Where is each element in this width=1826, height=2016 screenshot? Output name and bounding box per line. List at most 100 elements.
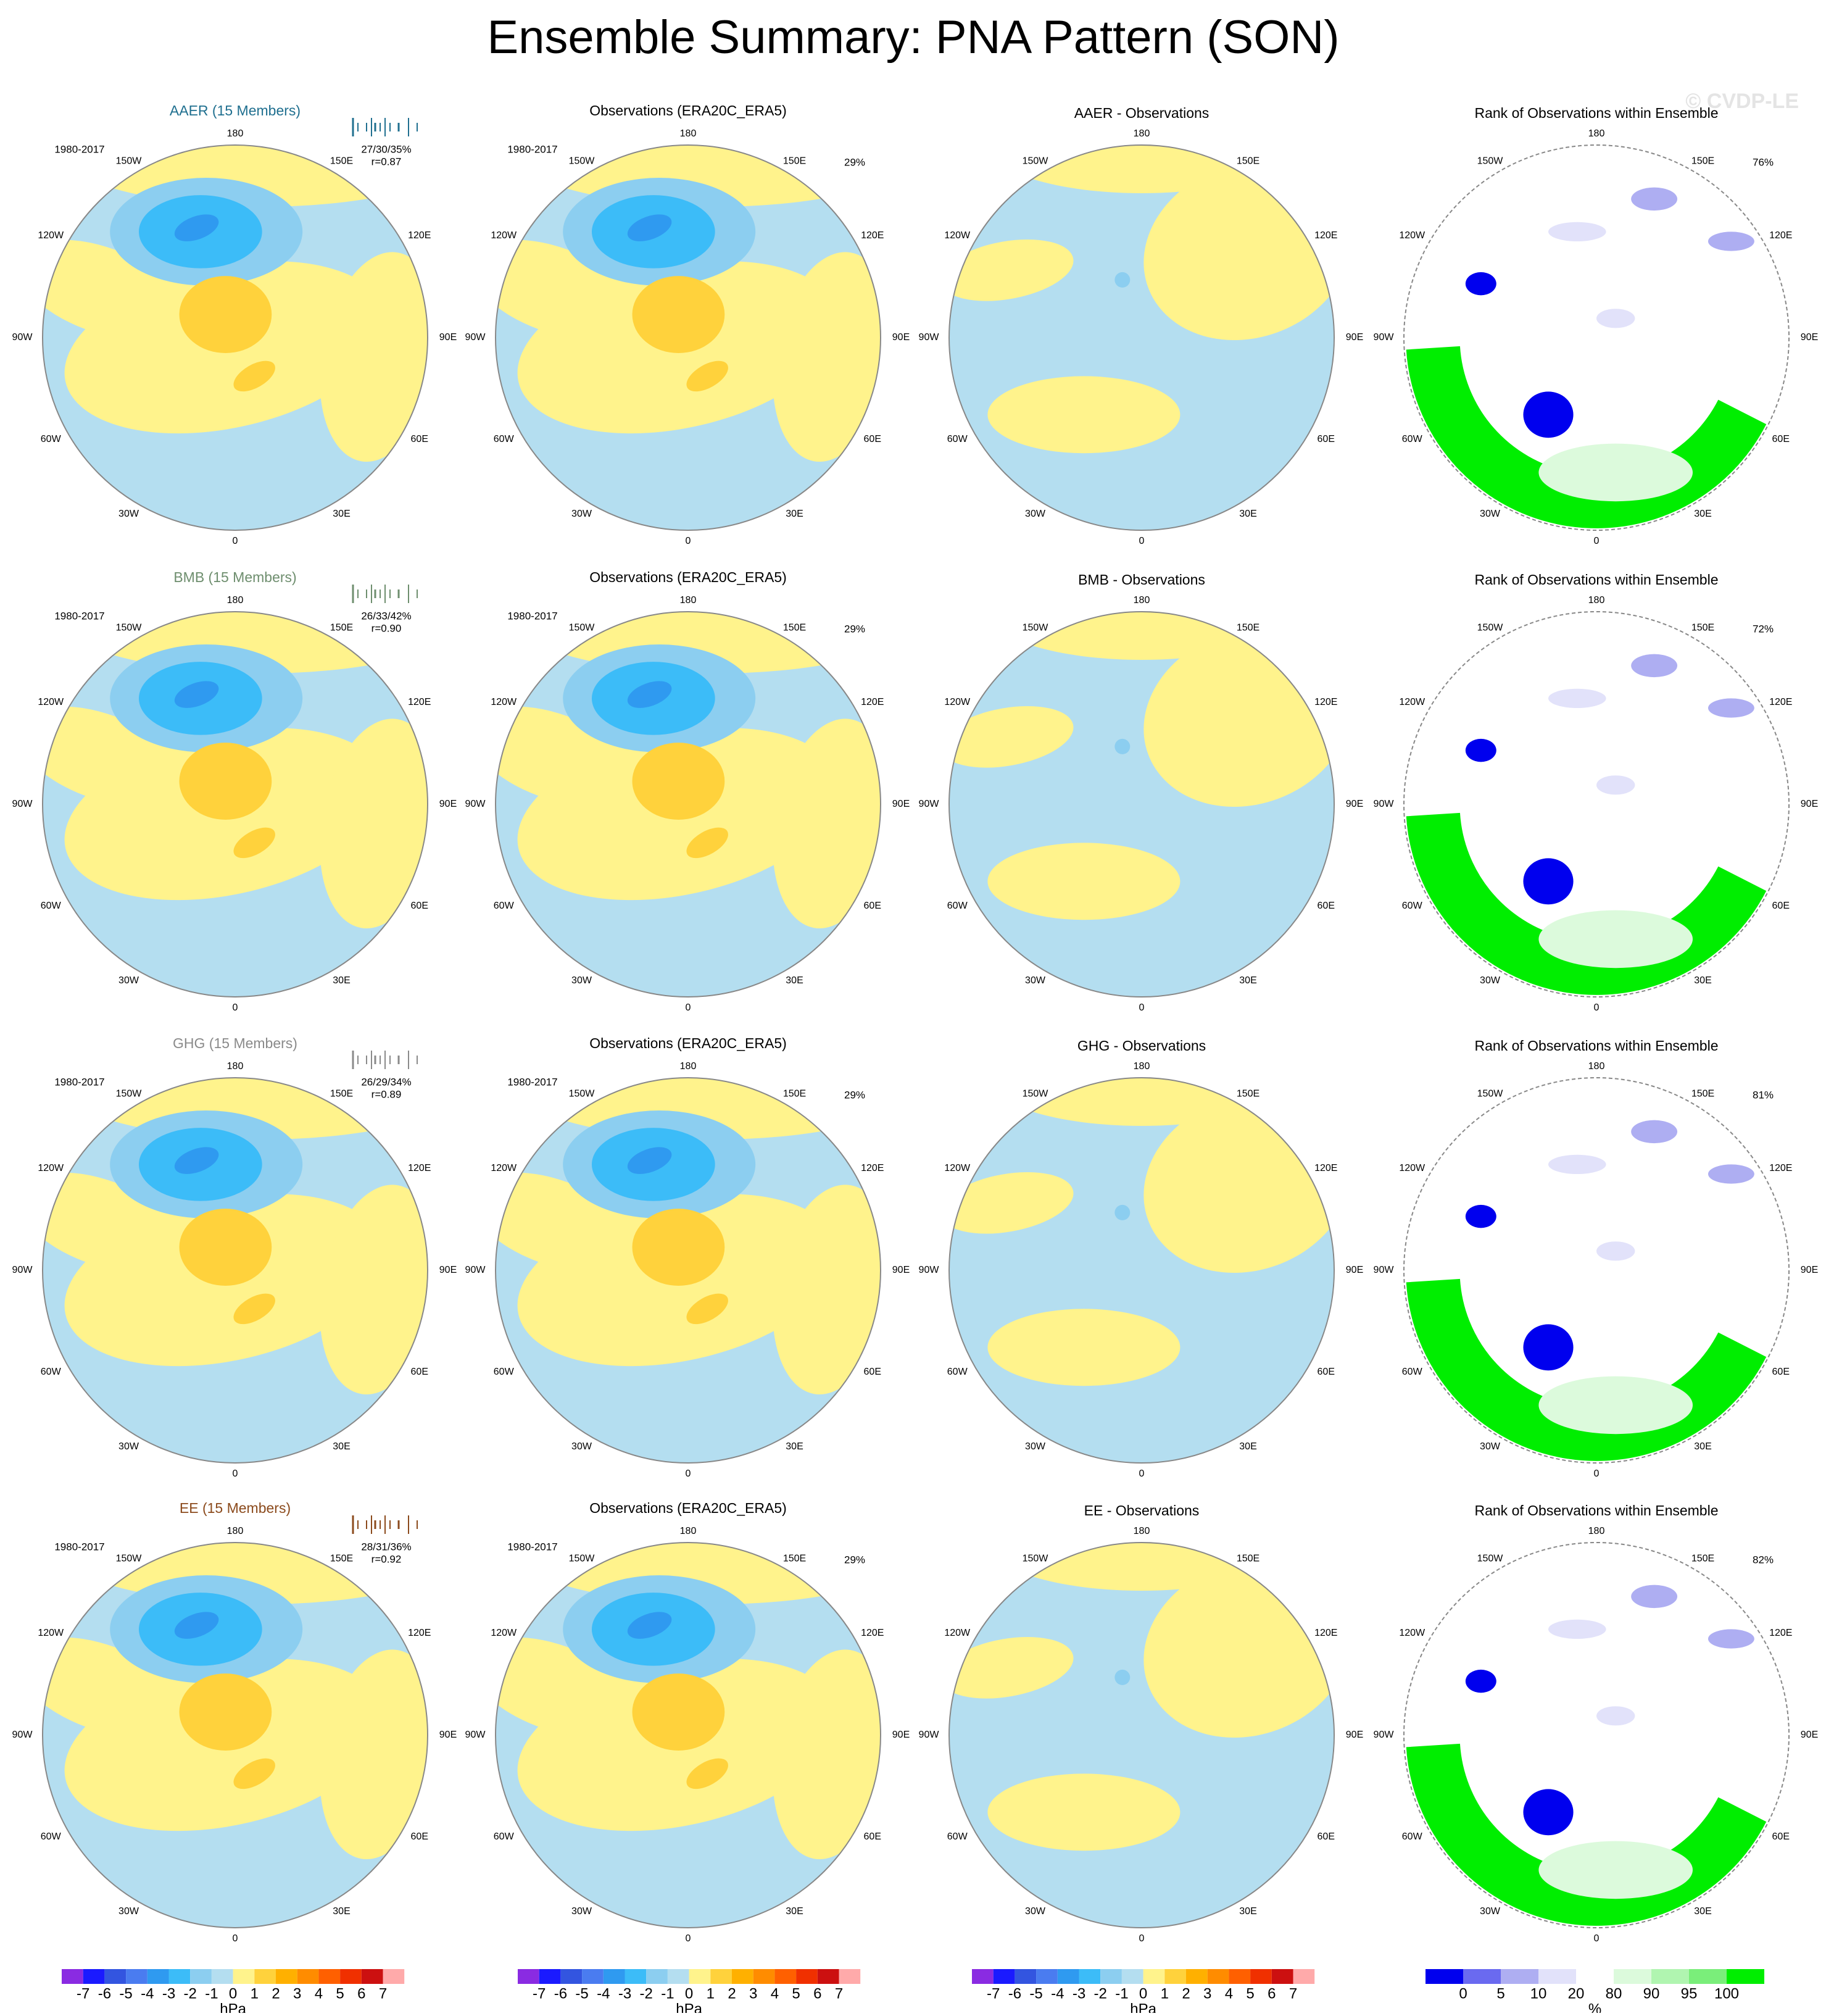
map-shading: [1596, 1241, 1635, 1261]
panel-title: GHG (15 Members): [173, 1035, 297, 1051]
lon-label: 150E: [1237, 622, 1260, 633]
map-outline: [42, 1542, 428, 1928]
lon-label: 30W: [571, 1906, 592, 1917]
map-shading: [1708, 1164, 1754, 1184]
lon-label: 0: [233, 1002, 238, 1013]
lon-label: 120E: [1769, 230, 1792, 241]
map-shading: [1708, 698, 1754, 718]
colorbar-box: [1015, 1969, 1037, 1984]
colorbar-label: 7: [379, 1985, 387, 2002]
map-outline: [495, 611, 881, 998]
colorbar-box: [625, 1969, 647, 1984]
lon-label: 0: [686, 1468, 691, 1479]
map-shading: [632, 1209, 725, 1286]
map-shading: [320, 1649, 428, 1859]
lon-label: 0: [686, 1002, 691, 1013]
lon-label: 60E: [1772, 901, 1790, 911]
map-shading: [686, 1758, 728, 1789]
colorbar-box: [233, 1969, 255, 1984]
lon-label: 30W: [1480, 975, 1501, 986]
colorbar-unit: hPa: [220, 2001, 246, 2013]
lon-label: 150W: [1023, 1553, 1049, 1564]
colorbar-label: 4: [315, 1985, 323, 2002]
colorbar-box: [774, 1969, 797, 1984]
lon-label: 120W: [491, 697, 517, 707]
colorbar-label: -1: [205, 1985, 218, 2002]
map-shading: [1708, 231, 1754, 251]
lon-label: 150E: [1691, 1553, 1714, 1564]
lon-label: 30W: [118, 1441, 139, 1452]
lon-label: 0: [686, 1933, 691, 1944]
lon-label: 90E: [892, 332, 910, 343]
colorbar-box: [1164, 1969, 1186, 1984]
lon-label: 60W: [41, 901, 62, 911]
lon-label: 180: [227, 128, 244, 139]
colorbar-label: 0: [685, 1985, 693, 2002]
lon-label: 30E: [1239, 509, 1256, 519]
colorbar-label: 5: [336, 1985, 344, 2002]
lon-label: 0: [1139, 1933, 1145, 1944]
lon-label: 120E: [861, 1628, 884, 1638]
lon-label: 120E: [1769, 697, 1792, 707]
colorbar-label: -1: [661, 1985, 674, 2002]
colorbar-label: -7: [533, 1985, 546, 2002]
colorbar-box: [839, 1969, 861, 1984]
map-shading: [1465, 272, 1496, 296]
lon-label: 150E: [1691, 622, 1714, 633]
lon-label: 120W: [491, 230, 517, 241]
colorbar-label: 90: [1643, 1985, 1660, 2002]
colorbar-box: [518, 1969, 539, 1984]
panel-title: Observations (ERA20C_ERA5): [589, 102, 787, 119]
lon-label: 30E: [786, 509, 803, 519]
colorbar-box: [796, 1969, 818, 1984]
colorbar-box: [1538, 1969, 1576, 1984]
lon-label: 60E: [864, 1831, 881, 1842]
lon-label: 90E: [1801, 799, 1818, 809]
lon-label: 150W: [1023, 1088, 1049, 1099]
lon-label: 120E: [408, 1163, 431, 1173]
lon-label: 60E: [1318, 1831, 1335, 1842]
lon-label: 120W: [491, 1628, 517, 1638]
lon-label: 60W: [1402, 1367, 1423, 1377]
map-shading: [632, 276, 725, 353]
lon-label: 90W: [465, 799, 486, 809]
lon-label: 150W: [116, 1553, 143, 1564]
colorbar-label: 5: [792, 1985, 800, 2002]
panel-title: Rank of Observations within Ensemble: [1474, 105, 1718, 121]
colorbar-box: [1121, 1969, 1143, 1984]
colorbar-box: [211, 1969, 233, 1984]
map: [949, 145, 1334, 530]
map-shading: [1538, 443, 1693, 502]
lon-label: 180: [680, 1061, 697, 1072]
colorbar-box: [1250, 1969, 1272, 1984]
colorbar-unit: %: [1588, 2001, 1601, 2013]
lon-label: 30E: [786, 1441, 803, 1452]
lon-label: 90W: [465, 1265, 486, 1275]
lon-label: 60E: [1318, 901, 1335, 911]
map-shading: [627, 1612, 672, 1639]
map-outline: [948, 144, 1335, 531]
lon-label: 120W: [944, 697, 971, 707]
lon-label: 0: [233, 536, 238, 546]
map-background: [1404, 612, 1789, 997]
lon-label: 120E: [1314, 1163, 1337, 1173]
pattern-stats: 29%: [844, 1089, 865, 1101]
lon-label: 150E: [783, 622, 806, 633]
lon-label: 90W: [12, 332, 33, 343]
colorbar-label: 0: [1139, 1985, 1147, 2002]
lon-label: 30E: [1239, 975, 1256, 986]
map-shading: [987, 1309, 1181, 1386]
map-outline: [495, 1542, 881, 1928]
lon-label: 90E: [1346, 332, 1363, 343]
map-shading: [179, 276, 272, 353]
map: [1404, 145, 1789, 530]
lon-label: 180: [227, 1061, 244, 1072]
map-outline: [495, 144, 881, 531]
lon-label: 150W: [1477, 156, 1504, 166]
map-shading: [1548, 1154, 1606, 1174]
colorbar-box: [560, 1969, 583, 1984]
lon-label: 150E: [1237, 1088, 1260, 1099]
map-shading: [627, 214, 672, 241]
lon-label: 30E: [1694, 975, 1711, 986]
map-shading: [233, 1758, 275, 1789]
